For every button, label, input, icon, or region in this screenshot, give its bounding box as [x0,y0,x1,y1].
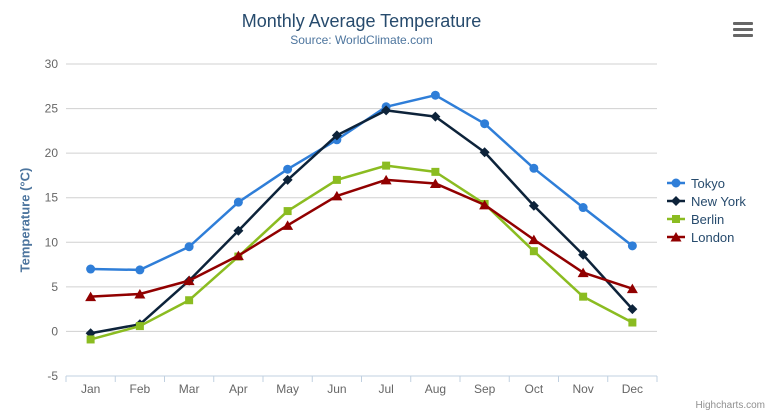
point-berlin-dec[interactable] [628,318,637,327]
point-tokyo-jan[interactable] [86,264,96,274]
point-berlin-jul[interactable] [382,161,391,170]
y-axis-label: 20 [45,146,59,160]
x-axis-label: Nov [572,382,593,396]
point-london-jan[interactable] [85,291,97,302]
point-berlin-feb[interactable] [135,322,144,331]
point-london-jul[interactable] [380,174,392,185]
legend-label: Tokyo [691,175,725,191]
y-axis-label: 15 [45,191,59,205]
chart-title: Monthly Average Temperature [241,11,482,31]
point-new-york-aug[interactable] [430,111,441,122]
x-axis: Jan Feb Mar Apr May Jun Jul Aug Sep Oct Nov Dec [65,375,658,396]
point-tokyo-nov[interactable] [578,203,588,213]
point-tokyo-apr[interactable] [233,197,243,207]
y-axis-label: 25 [45,102,59,116]
x-axis-label: Jan [81,382,100,396]
point-london-may[interactable] [282,220,294,230]
y-axis-label: 0 [51,324,58,338]
y-axis-label: 5 [51,280,58,294]
point-berlin-jun[interactable] [332,175,341,184]
point-new-york-jul[interactable] [381,105,392,116]
point-berlin-mar[interactable] [185,296,194,305]
x-axis-label: Mar [179,382,200,396]
x-axis-label: Dec [622,382,643,396]
point-berlin-may[interactable] [283,207,292,216]
point-tokyo-sep[interactable] [480,119,490,129]
legend-label: New York [691,193,746,209]
y-axis-label: -5 [47,369,58,383]
point-tokyo-feb[interactable] [135,265,145,275]
legend-label: Berlin [691,211,725,227]
point-london-aug[interactable] [429,178,441,188]
point-berlin-oct[interactable] [529,247,538,256]
point-berlin-nov[interactable] [579,292,588,301]
point-london-apr[interactable] [232,250,244,261]
x-axis-label: Feb [130,382,151,396]
series-london-line[interactable] [89,178,634,298]
point-new-york-apr[interactable] [233,225,244,236]
chart-subtitle: Source: WorldClimate.com [290,33,433,47]
y-axis-label: 10 [45,235,59,249]
x-axis-label: Oct [525,382,544,396]
series-new-york[interactable] [85,105,638,339]
x-axis-label: May [276,382,299,396]
x-axis-label: Aug [425,382,446,396]
legend-item-berlin[interactable]: Berlin [666,210,746,228]
point-london-jun[interactable] [331,190,343,201]
point-new-york-jun[interactable] [331,130,342,141]
credits-link[interactable]: Highcharts.com [695,400,765,411]
series-tokyo-line[interactable] [89,93,634,272]
point-london-mar[interactable] [183,275,195,286]
point-london-feb[interactable] [134,288,146,299]
series-london[interactable] [85,174,638,302]
point-london-oct[interactable] [528,234,540,245]
point-new-york-may[interactable] [282,174,293,185]
y-axis-title: Temperature (°C) [17,167,33,273]
legend-item-tokyo[interactable]: Tokyo [666,174,746,192]
series-tokyo[interactable] [86,90,637,275]
legend: Tokyo New York Berlin London [666,174,746,246]
point-new-york-nov[interactable] [578,249,589,260]
series-berlin-line[interactable] [89,164,634,341]
point-berlin-jan[interactable] [86,335,95,344]
point-tokyo-may[interactable] [283,164,293,174]
point-new-york-dec[interactable] [627,304,638,315]
triangle-marker-icon [667,232,685,242]
x-axis-label: Sep [474,382,496,396]
x-axis-label: Apr [229,382,248,396]
x-axis-label: Jul [378,382,393,396]
point-tokyo-aug[interactable] [430,90,440,100]
point-new-york-oct[interactable] [528,200,539,211]
circle-marker-icon [667,178,685,188]
point-london-nov[interactable] [577,267,589,278]
y-axis-labels: -5 0 5 10 15 20 25 30 [45,57,59,383]
y-axis-label: 30 [45,57,59,71]
point-tokyo-mar[interactable] [184,242,194,252]
gridlines [66,63,657,377]
point-london-sep[interactable] [479,199,491,210]
legend-label: London [691,229,735,245]
diamond-marker-icon [667,196,685,206]
square-marker-icon [667,215,685,223]
legend-item-london[interactable]: London [666,228,746,246]
point-berlin-aug[interactable] [431,167,440,176]
x-axis-label: Jun [327,382,346,396]
point-tokyo-dec[interactable] [627,241,637,251]
legend-item-new-york[interactable]: New York [666,192,746,210]
point-tokyo-oct[interactable] [529,163,539,173]
series-new-york-line[interactable] [89,109,634,335]
hamburger-icon [732,21,753,38]
export-menu-button[interactable] [729,19,756,40]
point-new-york-sep[interactable] [479,147,490,158]
point-london-dec[interactable] [626,283,638,294]
